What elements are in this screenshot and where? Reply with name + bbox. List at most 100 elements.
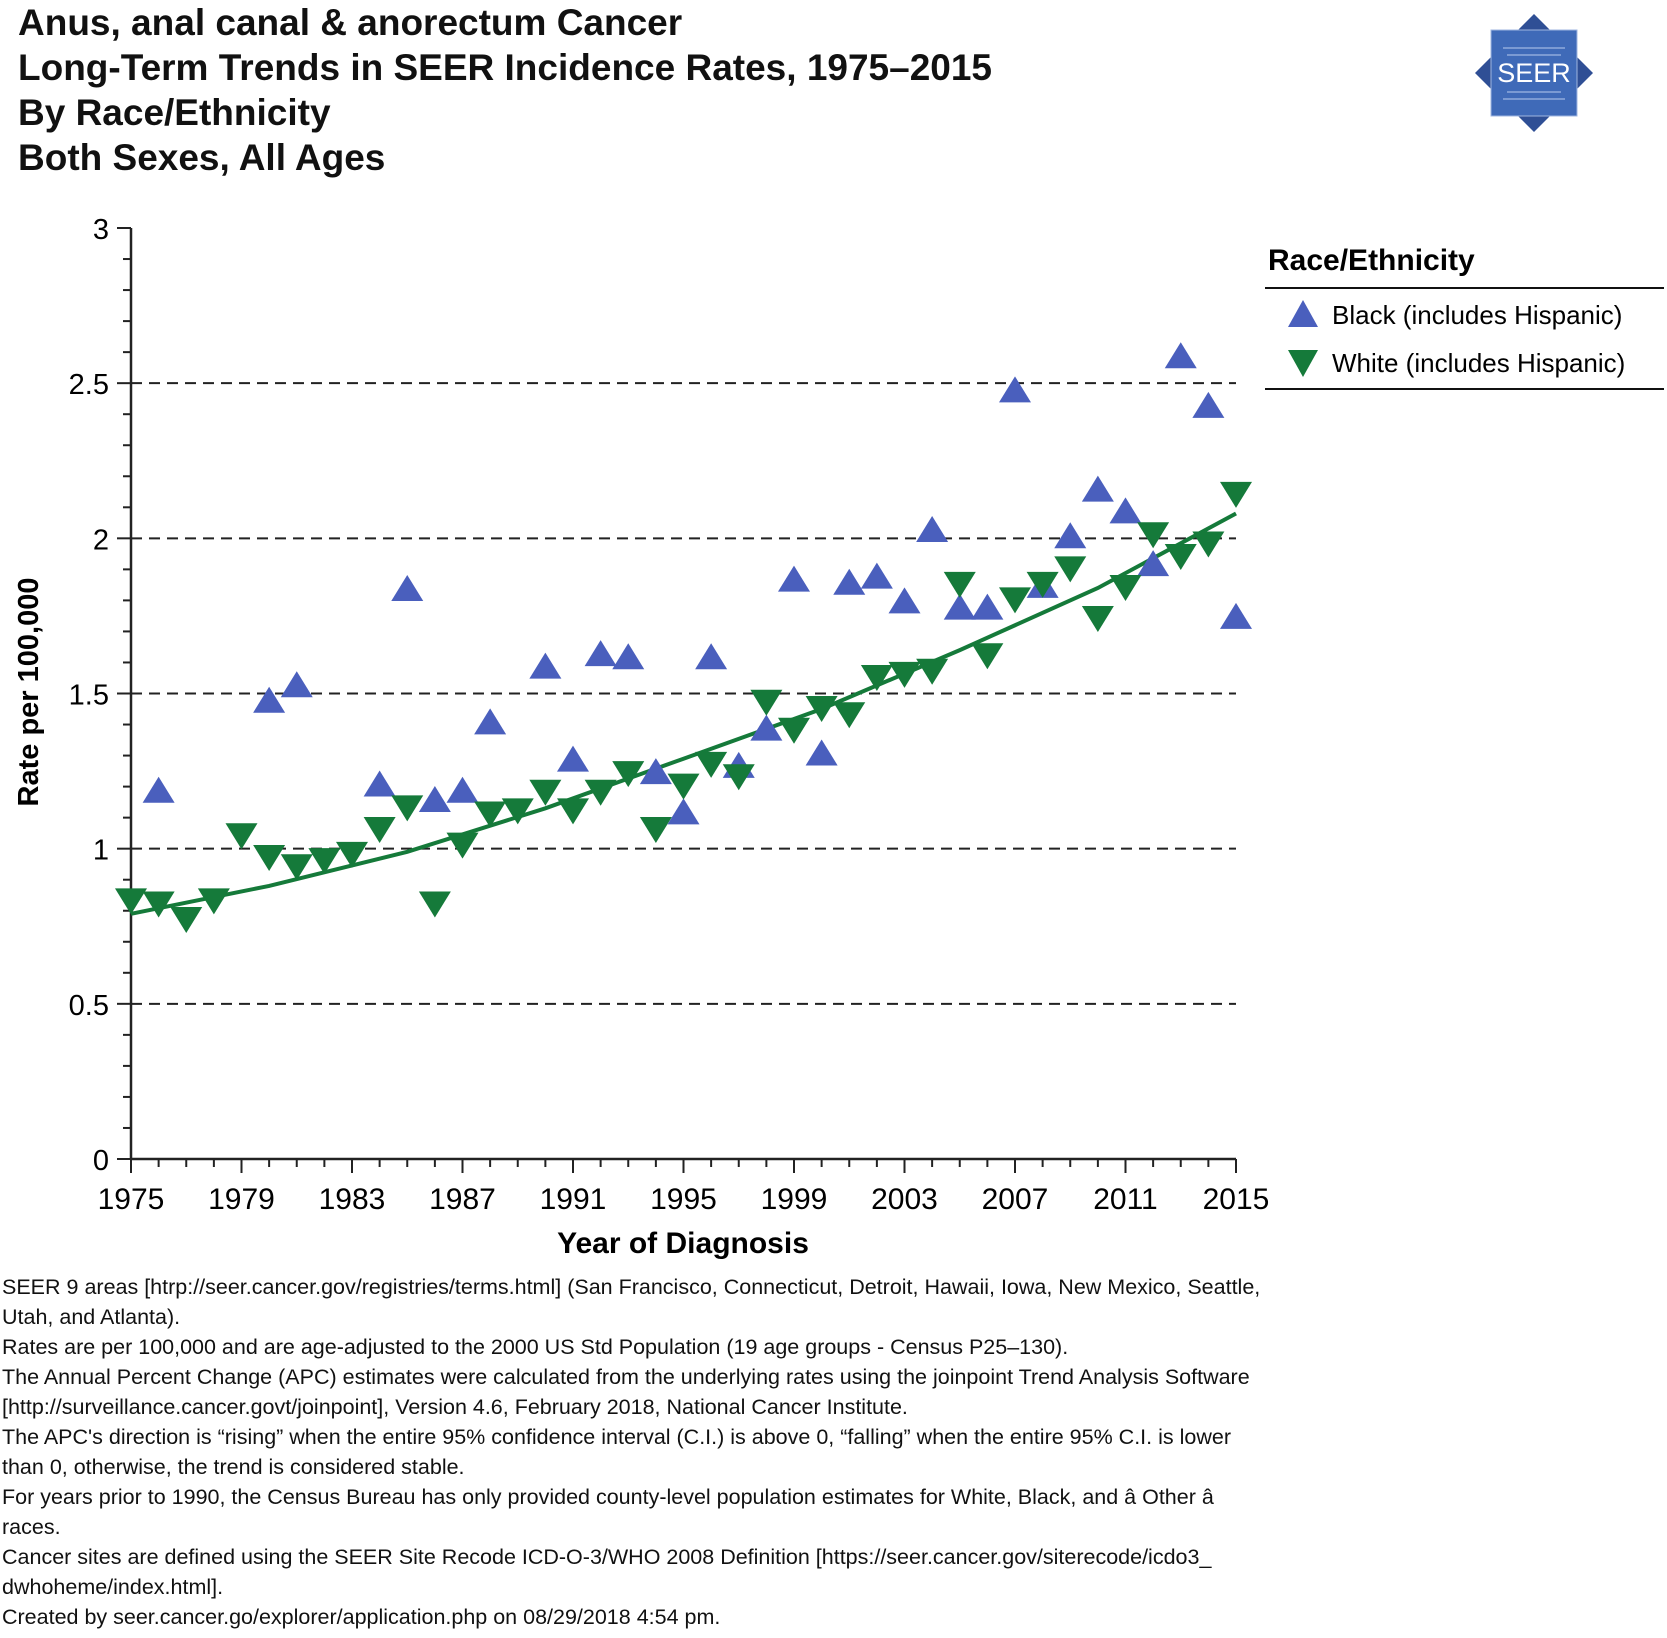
- x-tick-label: 2011: [1093, 1183, 1158, 1216]
- legend: Race/Ethnicity Black (includes Hispanic)…: [1265, 244, 1664, 390]
- legend-marker-black: [1288, 300, 1318, 327]
- data-point-black: [1137, 550, 1170, 577]
- data-point-white: [722, 764, 755, 791]
- x-tick-label: 1979: [208, 1183, 275, 1216]
- data-point-white: [336, 841, 368, 868]
- chart-title-line-1: Anus, anal canal & anorectum Cancer: [18, 2, 683, 43]
- data-point-black: [142, 776, 175, 803]
- data-point-white: [1137, 522, 1170, 549]
- footnote-line: Created by seer.cancer.go/explorer/appli…: [2, 1605, 721, 1629]
- y-tick-label: 0: [93, 1145, 109, 1177]
- logo-square: [1490, 29, 1578, 117]
- data-point-white: [391, 795, 424, 822]
- trend-line-white: [130, 511, 1237, 916]
- footnote-line: Rates are per 100,000 and are age-adjust…: [2, 1335, 1069, 1359]
- logo-text: SEER: [1497, 58, 1571, 88]
- data-point-black: [971, 593, 1004, 620]
- x-axis-title: Year of Diagnosis: [557, 1227, 809, 1260]
- y-axis-title: Rate per 100,000: [13, 578, 45, 807]
- legend-label-white: White (includes Hispanic): [1332, 348, 1625, 378]
- data-point-white: [529, 779, 562, 806]
- footnote-line: The APC's direction is “rising” when the…: [2, 1425, 1231, 1449]
- data-point-black: [474, 708, 507, 735]
- chart-area: 0 0.5 1 1.5 2 2.5 3 1975 1979 1983 1987 1991 1995 199…: [13, 214, 1664, 1260]
- data-point-black: [667, 798, 700, 825]
- data-point-black: [612, 643, 645, 670]
- data-point-white: [1081, 606, 1114, 633]
- data-point-black: [1054, 522, 1087, 549]
- data-point-black: [280, 671, 313, 698]
- data-point-white: [225, 823, 258, 850]
- data-point-black: [391, 574, 424, 601]
- y-tick-label: 2.5: [69, 369, 109, 401]
- data-point-black: [695, 643, 728, 670]
- data-point-black: [418, 786, 451, 813]
- data-point-white: [860, 664, 893, 691]
- footnote-line: races.: [2, 1515, 61, 1539]
- chart-title-line-3: By Race/Ethnicity: [18, 92, 331, 133]
- y-tick-label: 2: [93, 524, 109, 556]
- data-point-white: [115, 888, 147, 915]
- x-tick-label: 1999: [761, 1183, 828, 1216]
- data-point-white: [253, 844, 286, 871]
- data-point-black: [639, 758, 672, 785]
- data-point-white: [584, 779, 617, 806]
- legend-marker-white: [1288, 350, 1318, 377]
- y-tick-label: 0.5: [69, 990, 109, 1022]
- data-point-white: [474, 801, 507, 828]
- data-point-black: [1109, 497, 1142, 524]
- x-tick-label: 1983: [319, 1183, 386, 1216]
- footnote-line: The Annual Percent Change (APC) estimate…: [2, 1365, 1250, 1389]
- data-point-white: [639, 817, 672, 844]
- footnote-line: Utah, and Atlanta).: [2, 1305, 181, 1329]
- data-point-white: [557, 798, 589, 825]
- data-point-white: [308, 848, 341, 875]
- legend-label-black: Black (includes Hispanic): [1332, 300, 1622, 330]
- data-point-black: [916, 516, 949, 543]
- x-tick-label: 1995: [650, 1183, 717, 1216]
- data-point-black: [888, 587, 921, 614]
- chart-title-line-4: Both Sexes, All Ages: [18, 137, 386, 178]
- footnote-line: dwhoheme/index.html].: [2, 1575, 224, 1599]
- axis-labels: Year of Diagnosis Rate per 100,000: [13, 578, 809, 1260]
- data-point-black: [943, 593, 976, 620]
- data-point-black: [363, 770, 396, 797]
- y-tick-label: 1: [93, 835, 109, 867]
- data-point-white: [778, 717, 810, 744]
- data-point-white: [750, 689, 783, 716]
- data-points: [115, 342, 1252, 934]
- footnote-line: For years prior to 1990, the Census Bure…: [2, 1485, 1214, 1509]
- data-point-black: [446, 776, 479, 803]
- x-tick-label: 1987: [429, 1183, 496, 1216]
- data-point-white: [888, 661, 921, 688]
- data-point-black: [529, 652, 562, 679]
- data-point-black: [557, 745, 589, 772]
- x-tick-label: 2015: [1203, 1183, 1270, 1216]
- data-point-white: [695, 751, 728, 778]
- data-point-white: [916, 658, 949, 685]
- data-point-white: [971, 643, 1004, 670]
- data-point-white: [170, 907, 203, 934]
- data-point-white: [446, 832, 479, 859]
- data-point-white: [1109, 574, 1142, 601]
- data-point-white: [833, 702, 866, 729]
- data-point-white: [418, 891, 451, 918]
- footnote-line: [http://surveillance.cancer.govt/joinpoi…: [2, 1395, 908, 1419]
- data-point-white: [1054, 556, 1087, 583]
- axes: 0 0.5 1 1.5 2 2.5 3 1975 1979 1983 1987 1991 1995 199…: [69, 214, 1270, 1216]
- data-point-white: [612, 761, 645, 788]
- data-point-black: [778, 565, 810, 592]
- trend-lines: [130, 511, 1237, 916]
- data-point-white: [1220, 481, 1252, 508]
- y-tick-label: 1.5: [69, 680, 109, 712]
- x-tick-label: 2003: [871, 1183, 938, 1216]
- data-point-white: [1026, 571, 1059, 598]
- data-point-white: [197, 888, 230, 915]
- data-point-white: [943, 571, 976, 598]
- legend-title: Race/Ethnicity: [1268, 244, 1475, 277]
- data-point-black: [1220, 602, 1252, 629]
- data-point-black: [999, 376, 1031, 403]
- footnote-line: SEER 9 areas [htrp://seer.cancer.gov/reg…: [2, 1275, 1261, 1299]
- data-point-black: [253, 686, 286, 713]
- chart-title-line-2: Long-Term Trends in SEER Incidence Rates…: [18, 47, 993, 88]
